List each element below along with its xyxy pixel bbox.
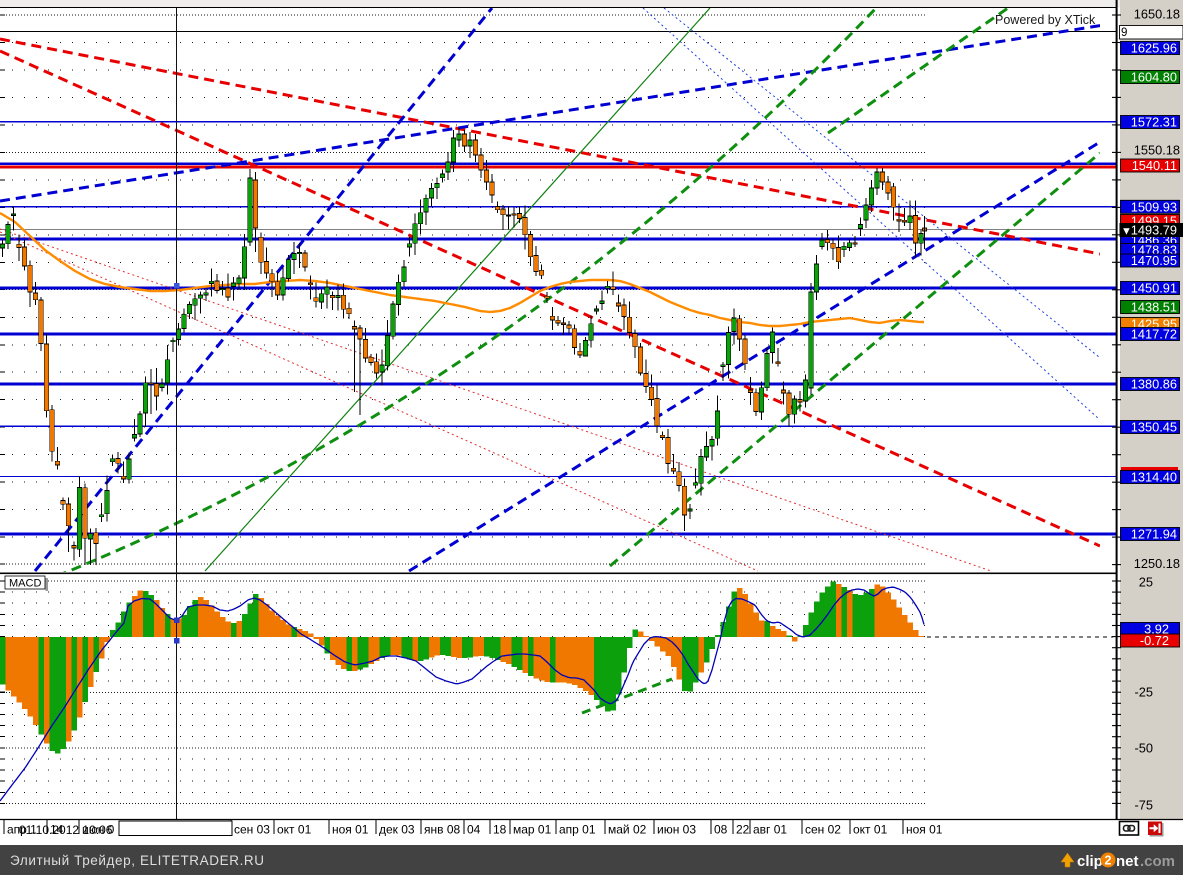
- svg-text:1380.86: 1380.86: [1131, 377, 1177, 392]
- svg-text:1450.91: 1450.91: [1131, 281, 1177, 296]
- svg-text:04: 04: [467, 823, 481, 837]
- svg-text:мар 01: мар 01: [513, 823, 552, 837]
- svg-text:1250.18: 1250.18: [1134, 556, 1180, 571]
- svg-text:-0.72: -0.72: [1140, 633, 1169, 648]
- svg-text:22: 22: [736, 823, 750, 837]
- svg-text:1625.96: 1625.96: [1131, 41, 1177, 56]
- svg-text:1314.40: 1314.40: [1131, 470, 1177, 485]
- svg-text:08: 08: [714, 823, 728, 837]
- svg-text:окт 01: окт 01: [277, 823, 312, 837]
- svg-text:14: 14: [50, 823, 64, 837]
- svg-text:1540.11: 1540.11: [1132, 158, 1177, 173]
- svg-text:1493.79: 1493.79: [1131, 223, 1177, 238]
- svg-text:май 02: май 02: [608, 823, 647, 837]
- svg-text:-75: -75: [1135, 798, 1154, 813]
- svg-text:.com: .com: [1140, 853, 1175, 870]
- svg-text:июн 0: июн 0: [82, 823, 115, 837]
- svg-text:clip: clip: [1077, 853, 1103, 870]
- svg-text:ноя 01: ноя 01: [332, 823, 369, 837]
- svg-text:Powered by XTick: Powered by XTick: [995, 13, 1096, 27]
- svg-text:1604.80: 1604.80: [1131, 70, 1177, 85]
- svg-text:1417.72: 1417.72: [1131, 327, 1177, 342]
- svg-text:01.10.2012 10:06: 01.10.2012 10:06: [19, 823, 113, 837]
- svg-text:1572.31: 1572.31: [1131, 115, 1177, 130]
- svg-text:ноя 01: ноя 01: [906, 823, 943, 837]
- svg-text:1470.95: 1470.95: [1131, 253, 1177, 268]
- svg-text:▼: ▼: [1121, 226, 1132, 238]
- svg-text:янв 08: янв 08: [424, 823, 461, 837]
- svg-text:3.92: 3.92: [1144, 622, 1169, 637]
- svg-text:окт 01: окт 01: [853, 823, 888, 837]
- svg-text:апр 01: апр 01: [559, 823, 596, 837]
- svg-text:апр 1: апр 1: [7, 823, 37, 837]
- svg-text:сен 02: сен 02: [805, 823, 841, 837]
- svg-text:2: 2: [1105, 854, 1112, 868]
- svg-text:net: net: [1116, 853, 1139, 870]
- svg-text:1509.93: 1509.93: [1131, 199, 1177, 214]
- svg-text:-50: -50: [1135, 741, 1154, 756]
- svg-text:9: 9: [1121, 27, 1127, 39]
- svg-text:июн 03: июн 03: [657, 823, 696, 837]
- svg-text:18: 18: [493, 823, 507, 837]
- svg-text:1271.94: 1271.94: [1131, 527, 1177, 542]
- svg-text:Элитный Трейдер, ELITETRADER.R: Элитный Трейдер, ELITETRADER.RU: [10, 853, 265, 868]
- svg-text:1438.51: 1438.51: [1131, 300, 1177, 315]
- svg-text:1550.18: 1550.18: [1134, 143, 1180, 158]
- svg-text:1650.18: 1650.18: [1134, 7, 1180, 22]
- svg-text:-25: -25: [1135, 685, 1154, 700]
- svg-text:MACD: MACD: [9, 578, 41, 590]
- svg-text:авг 01: авг 01: [753, 823, 787, 837]
- svg-text:дек 03: дек 03: [379, 823, 415, 837]
- svg-text:сен 03: сен 03: [234, 823, 270, 837]
- svg-text:1350.45: 1350.45: [1131, 420, 1177, 435]
- svg-text:25: 25: [1139, 575, 1153, 590]
